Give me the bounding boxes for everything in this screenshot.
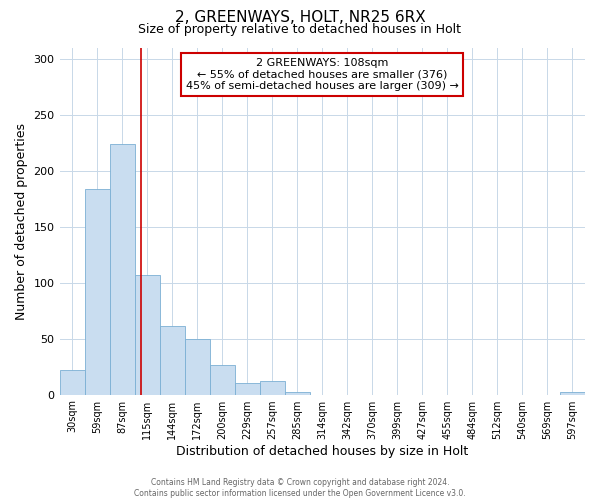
Bar [110,144,134,395]
Bar [85,188,110,394]
Text: 2 GREENWAYS: 108sqm
← 55% of detached houses are smaller (376)
45% of semi-detac: 2 GREENWAYS: 108sqm ← 55% of detached ho… [186,58,459,91]
Bar [285,392,310,394]
Bar [235,384,260,394]
Text: 2, GREENWAYS, HOLT, NR25 6RX: 2, GREENWAYS, HOLT, NR25 6RX [175,10,425,25]
Y-axis label: Number of detached properties: Number of detached properties [15,122,28,320]
Text: Size of property relative to detached houses in Holt: Size of property relative to detached ho… [139,22,461,36]
Bar [59,370,85,394]
Bar [185,338,209,394]
Bar [560,392,585,394]
Bar [160,326,185,394]
Bar [260,381,285,394]
Bar [209,366,235,394]
Text: Contains HM Land Registry data © Crown copyright and database right 2024.
Contai: Contains HM Land Registry data © Crown c… [134,478,466,498]
X-axis label: Distribution of detached houses by size in Holt: Distribution of detached houses by size … [176,444,469,458]
Bar [134,275,160,394]
